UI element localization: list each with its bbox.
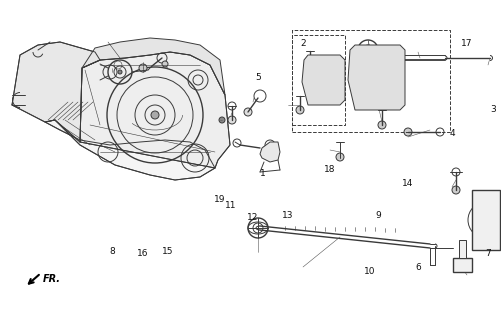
Text: 3: 3 bbox=[489, 106, 495, 115]
Text: FR.: FR. bbox=[43, 274, 61, 284]
Circle shape bbox=[451, 186, 459, 194]
Circle shape bbox=[151, 111, 159, 119]
Text: 14: 14 bbox=[401, 179, 413, 188]
Polygon shape bbox=[471, 190, 499, 250]
Text: 18: 18 bbox=[324, 165, 335, 174]
Circle shape bbox=[139, 64, 147, 72]
Circle shape bbox=[369, 80, 373, 84]
Text: 1: 1 bbox=[260, 169, 266, 178]
Text: 13: 13 bbox=[282, 211, 293, 220]
Polygon shape bbox=[12, 42, 100, 142]
Circle shape bbox=[306, 61, 313, 69]
Polygon shape bbox=[302, 55, 344, 105]
Circle shape bbox=[218, 117, 224, 123]
Text: 19: 19 bbox=[214, 196, 225, 204]
Polygon shape bbox=[452, 258, 471, 272]
Text: 4: 4 bbox=[448, 129, 454, 138]
Circle shape bbox=[403, 128, 411, 136]
Circle shape bbox=[162, 61, 168, 67]
Polygon shape bbox=[45, 120, 214, 180]
Text: 11: 11 bbox=[225, 201, 236, 210]
Polygon shape bbox=[347, 45, 404, 110]
Circle shape bbox=[243, 108, 252, 116]
Text: 2: 2 bbox=[300, 38, 305, 47]
Polygon shape bbox=[260, 142, 280, 162]
Circle shape bbox=[118, 70, 122, 74]
Text: 6: 6 bbox=[414, 263, 420, 273]
Polygon shape bbox=[80, 52, 229, 168]
Polygon shape bbox=[82, 38, 224, 95]
Text: 12: 12 bbox=[247, 213, 258, 222]
Text: 16: 16 bbox=[137, 249, 148, 258]
Circle shape bbox=[296, 106, 304, 114]
Circle shape bbox=[317, 83, 321, 87]
Circle shape bbox=[377, 121, 385, 129]
Text: 17: 17 bbox=[460, 38, 472, 47]
Circle shape bbox=[335, 153, 343, 161]
Text: 8: 8 bbox=[109, 247, 115, 257]
Text: 7: 7 bbox=[484, 249, 490, 258]
Polygon shape bbox=[458, 240, 465, 258]
Text: 9: 9 bbox=[374, 211, 380, 220]
Text: 5: 5 bbox=[255, 74, 261, 83]
Text: 15: 15 bbox=[162, 247, 173, 257]
Circle shape bbox=[227, 116, 235, 124]
Text: 10: 10 bbox=[364, 268, 375, 276]
